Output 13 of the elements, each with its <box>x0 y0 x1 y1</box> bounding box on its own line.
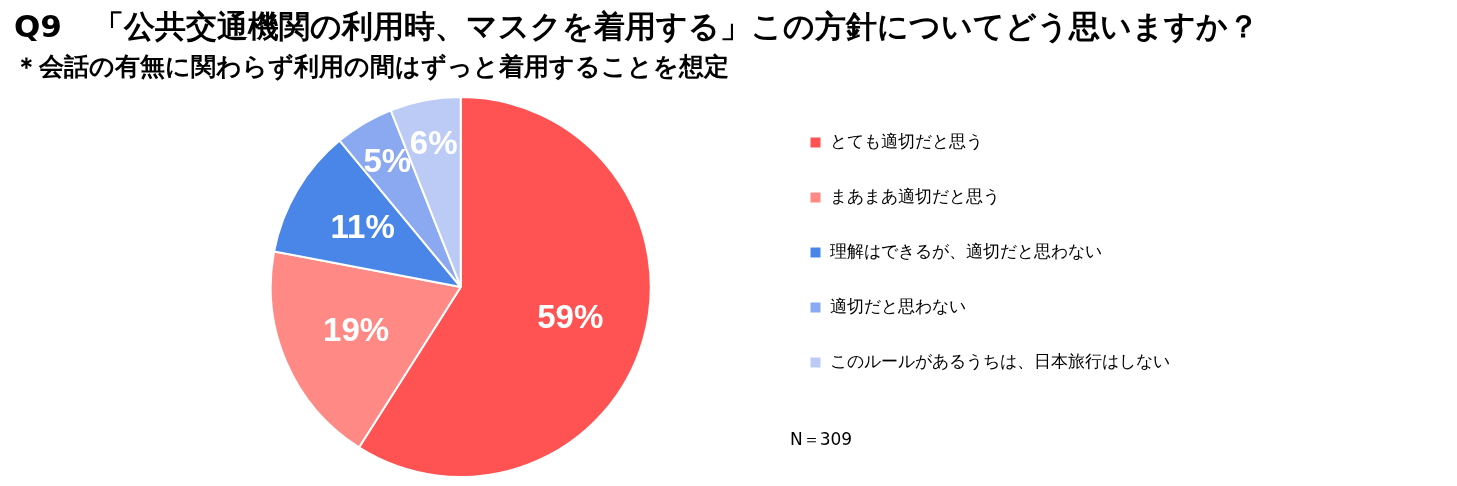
legend-label: 理解はできるが、適切だと思わない <box>830 240 1102 261</box>
data-label: 19% <box>323 311 390 349</box>
legend-label: まあまあ適切だと思う <box>830 185 1000 206</box>
legend-label: とても適切だと思う <box>830 130 983 151</box>
text: N＝309 <box>790 428 853 451</box>
chart-subtitle: ＊会話の有無に関わらず利用の間はずっと着用することを想定 <box>14 51 729 83</box>
legend-label: このルールがあるうちは、日本旅行はしない <box>830 350 1170 371</box>
data-label: 5% <box>363 141 412 179</box>
data-label: 6% <box>409 124 458 162</box>
chart-title: Q9 「公共交通機関の利用時、マスクを着用する」この方針についてどう思いますか？ <box>14 7 1259 46</box>
data-label: 11% <box>330 208 395 246</box>
legend-label: 適切だと思わない <box>830 295 966 316</box>
data-label: 59% <box>537 297 604 335</box>
